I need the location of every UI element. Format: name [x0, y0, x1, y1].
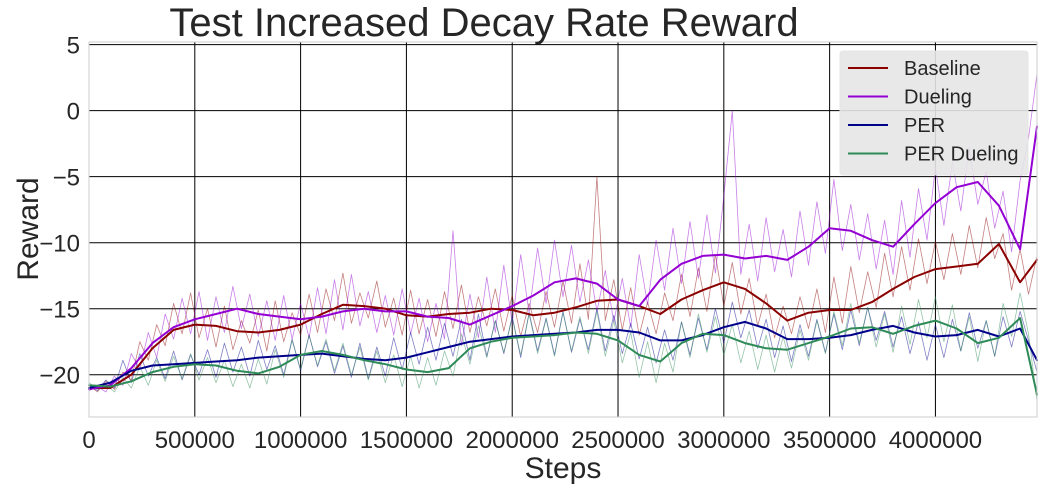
x-tick-label: 0 [82, 427, 95, 454]
axes: 0 500000 1000000 1500000 2000000 2500000 30000… [39, 33, 1038, 454]
x-tick-label: 1000000 [254, 427, 347, 454]
x-axis-title: Steps [525, 452, 602, 485]
x-tick-label: 3000000 [677, 427, 770, 454]
raw-line-per-dueling [88, 292, 1038, 402]
x-tick-label: 1500000 [360, 427, 453, 454]
smoothed-line-dueling [88, 125, 1038, 391]
smoothed-series-lines [88, 125, 1038, 396]
legend-box [839, 50, 1029, 176]
y-tick-label: −5 [53, 165, 80, 192]
smoothed-line-baseline [88, 243, 1038, 389]
y-tick-label: 5 [67, 33, 80, 60]
x-tick-label: 2500000 [571, 427, 664, 454]
legend-label-per: PER [904, 115, 945, 137]
x-tick-label: 4000000 [889, 427, 982, 454]
x-tick-label: 2000000 [465, 427, 558, 454]
y-tick-label: −15 [39, 297, 80, 324]
raw-line-dueling [88, 73, 1038, 393]
smoothed-line-per-dueling [88, 317, 1038, 396]
chart-title: Test Increased Decay Rate Reward [169, 1, 798, 45]
y-tick-label: −20 [39, 363, 80, 390]
x-tick-label: 3500000 [783, 427, 876, 454]
plot-frame [88, 41, 1038, 418]
legend: Baseline Dueling PER PER Dueling [839, 50, 1029, 176]
y-axis-title: Reward [12, 177, 45, 280]
x-tick-label: 500000 [155, 427, 235, 454]
y-tick-label: −10 [39, 231, 80, 258]
legend-label-per-dueling: PER Dueling [904, 144, 1019, 166]
legend-label-baseline: Baseline [904, 58, 981, 80]
y-tick-label: 0 [67, 99, 80, 126]
legend-label-dueling: Dueling [904, 87, 972, 109]
